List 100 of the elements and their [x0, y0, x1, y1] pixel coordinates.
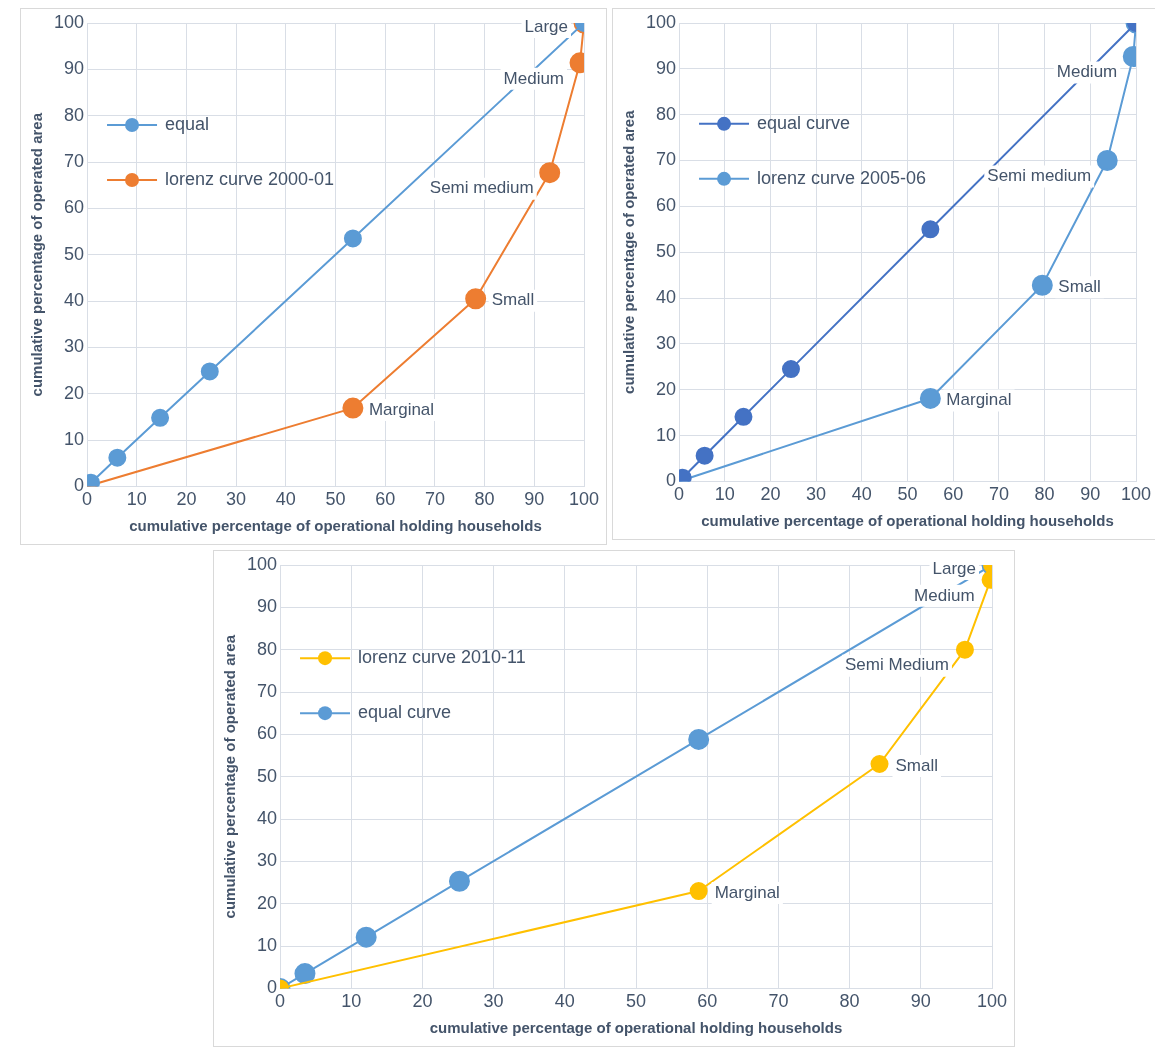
- point: [734, 407, 753, 426]
- point: [781, 360, 800, 379]
- point: [151, 408, 170, 427]
- point: [921, 220, 940, 239]
- x-tick-label: 70: [988, 484, 1009, 505]
- x-tick-label: 20: [176, 489, 197, 510]
- x-tick-label: 100: [1120, 484, 1152, 505]
- point: [695, 446, 714, 465]
- x-tick-label: 90: [524, 489, 545, 510]
- y-tick-label: 90: [257, 596, 278, 617]
- point: [539, 162, 561, 184]
- point: [343, 229, 362, 248]
- x-tick-label: 40: [275, 489, 296, 510]
- annotation: Medium: [503, 68, 565, 88]
- point: [355, 926, 377, 948]
- x-tick-label: 20: [760, 484, 781, 505]
- y-axis-title: cumulative percentage of operated area: [620, 109, 638, 394]
- y-tick-label: 30: [257, 850, 278, 871]
- annotation: Marginal: [946, 390, 1012, 410]
- legend-label: lorenz curve 2005-06: [757, 167, 927, 188]
- y-tick-label: 50: [656, 241, 677, 262]
- x-tick-label: 70: [768, 991, 789, 1012]
- point: [689, 882, 708, 901]
- y-tick-label: 40: [656, 287, 677, 308]
- y-axis-title: cumulative percentage of operated area: [221, 634, 239, 919]
- point: [919, 387, 941, 409]
- y-tick-label: 70: [64, 150, 85, 171]
- x-tick-label: 30: [226, 489, 247, 510]
- y-tick-label: 40: [64, 290, 85, 311]
- annotation: Small: [1058, 276, 1101, 296]
- x-axis-title: cumulative percentage of operational holding households: [429, 1019, 843, 1037]
- x-axis-title: cumulative percentage of operational holding households: [129, 517, 542, 535]
- x-tick-label: 100: [976, 991, 1008, 1012]
- y-tick-label: 40: [257, 808, 278, 829]
- y-tick-label: 90: [656, 57, 677, 78]
- x-tick-label: 90: [910, 991, 931, 1012]
- y-tick-label: 90: [64, 58, 85, 79]
- x-tick-label: 50: [325, 489, 346, 510]
- x-tick-label: 100: [568, 489, 600, 510]
- x-tick-label: 50: [897, 484, 918, 505]
- y-tick-label: 30: [64, 336, 85, 357]
- annotation: Medium: [914, 585, 975, 605]
- annotation: Small: [491, 290, 535, 310]
- legend-label: lorenz curve 2000-01: [165, 168, 335, 189]
- x-tick-label: 60: [943, 484, 964, 505]
- annotation: Small: [895, 755, 939, 775]
- x-tick-label: 80: [839, 991, 860, 1012]
- point: [108, 448, 127, 467]
- y-tick-label: 70: [257, 680, 278, 701]
- x-tick-label: 90: [1080, 484, 1101, 505]
- annotation: Semi medium: [429, 178, 534, 198]
- x-tick-label: 70: [424, 489, 445, 510]
- y-tick-label: 20: [257, 892, 278, 913]
- annotation: Semi Medium: [845, 655, 949, 675]
- annotation: Large: [932, 558, 976, 578]
- y-tick-label: 10: [656, 424, 677, 445]
- annotation: Semi medium: [987, 166, 1092, 186]
- x-tick-label: 10: [341, 991, 362, 1012]
- annotation: Marginal: [714, 882, 780, 902]
- legend-label: lorenz curve 2010-11: [358, 647, 526, 668]
- point: [294, 963, 316, 985]
- y-tick-label: 80: [257, 638, 278, 659]
- point: [1096, 150, 1118, 172]
- y-tick-label: 100: [645, 11, 677, 32]
- y-tick-label: 20: [64, 382, 85, 403]
- y-tick-label: 60: [656, 195, 677, 216]
- annotation: Large: [524, 16, 568, 36]
- x-tick-label: 80: [1034, 484, 1055, 505]
- y-tick-label: 30: [656, 332, 677, 353]
- x-tick-label: 10: [126, 489, 147, 510]
- x-tick-label: 20: [412, 991, 433, 1012]
- y-tick-label: 100: [246, 553, 278, 574]
- legend-label: equal: [165, 113, 210, 134]
- point: [955, 640, 974, 659]
- x-tick-label: 40: [554, 991, 575, 1012]
- x-tick-label: 10: [714, 484, 735, 505]
- point: [688, 728, 710, 750]
- legend-label: equal curve: [358, 702, 452, 723]
- point: [1031, 274, 1053, 296]
- annotation: Medium: [1056, 62, 1118, 82]
- y-tick-label: 80: [656, 103, 677, 124]
- x-tick-label: 50: [626, 991, 647, 1012]
- y-tick-label: 70: [656, 149, 677, 170]
- point: [448, 870, 470, 892]
- annotation: Marginal: [368, 399, 435, 419]
- y-tick-label: 60: [257, 723, 278, 744]
- x-tick-label: 30: [483, 991, 504, 1012]
- y-tick-label: 80: [64, 104, 85, 125]
- y-tick-label: 10: [64, 429, 85, 450]
- x-tick-label: 30: [806, 484, 827, 505]
- x-tick-label: 60: [697, 991, 718, 1012]
- y-tick-label: 50: [257, 765, 278, 786]
- y-axis-title: cumulative percentage of operated area: [28, 112, 46, 397]
- y-tick-label: 60: [64, 197, 85, 218]
- point: [200, 362, 219, 381]
- y-tick-label: 20: [656, 378, 677, 399]
- x-axis-title: cumulative percentage of operational holding households: [701, 512, 1114, 530]
- point: [870, 755, 889, 773]
- x-tick-label: 60: [375, 489, 396, 510]
- y-tick-label: 50: [64, 243, 85, 264]
